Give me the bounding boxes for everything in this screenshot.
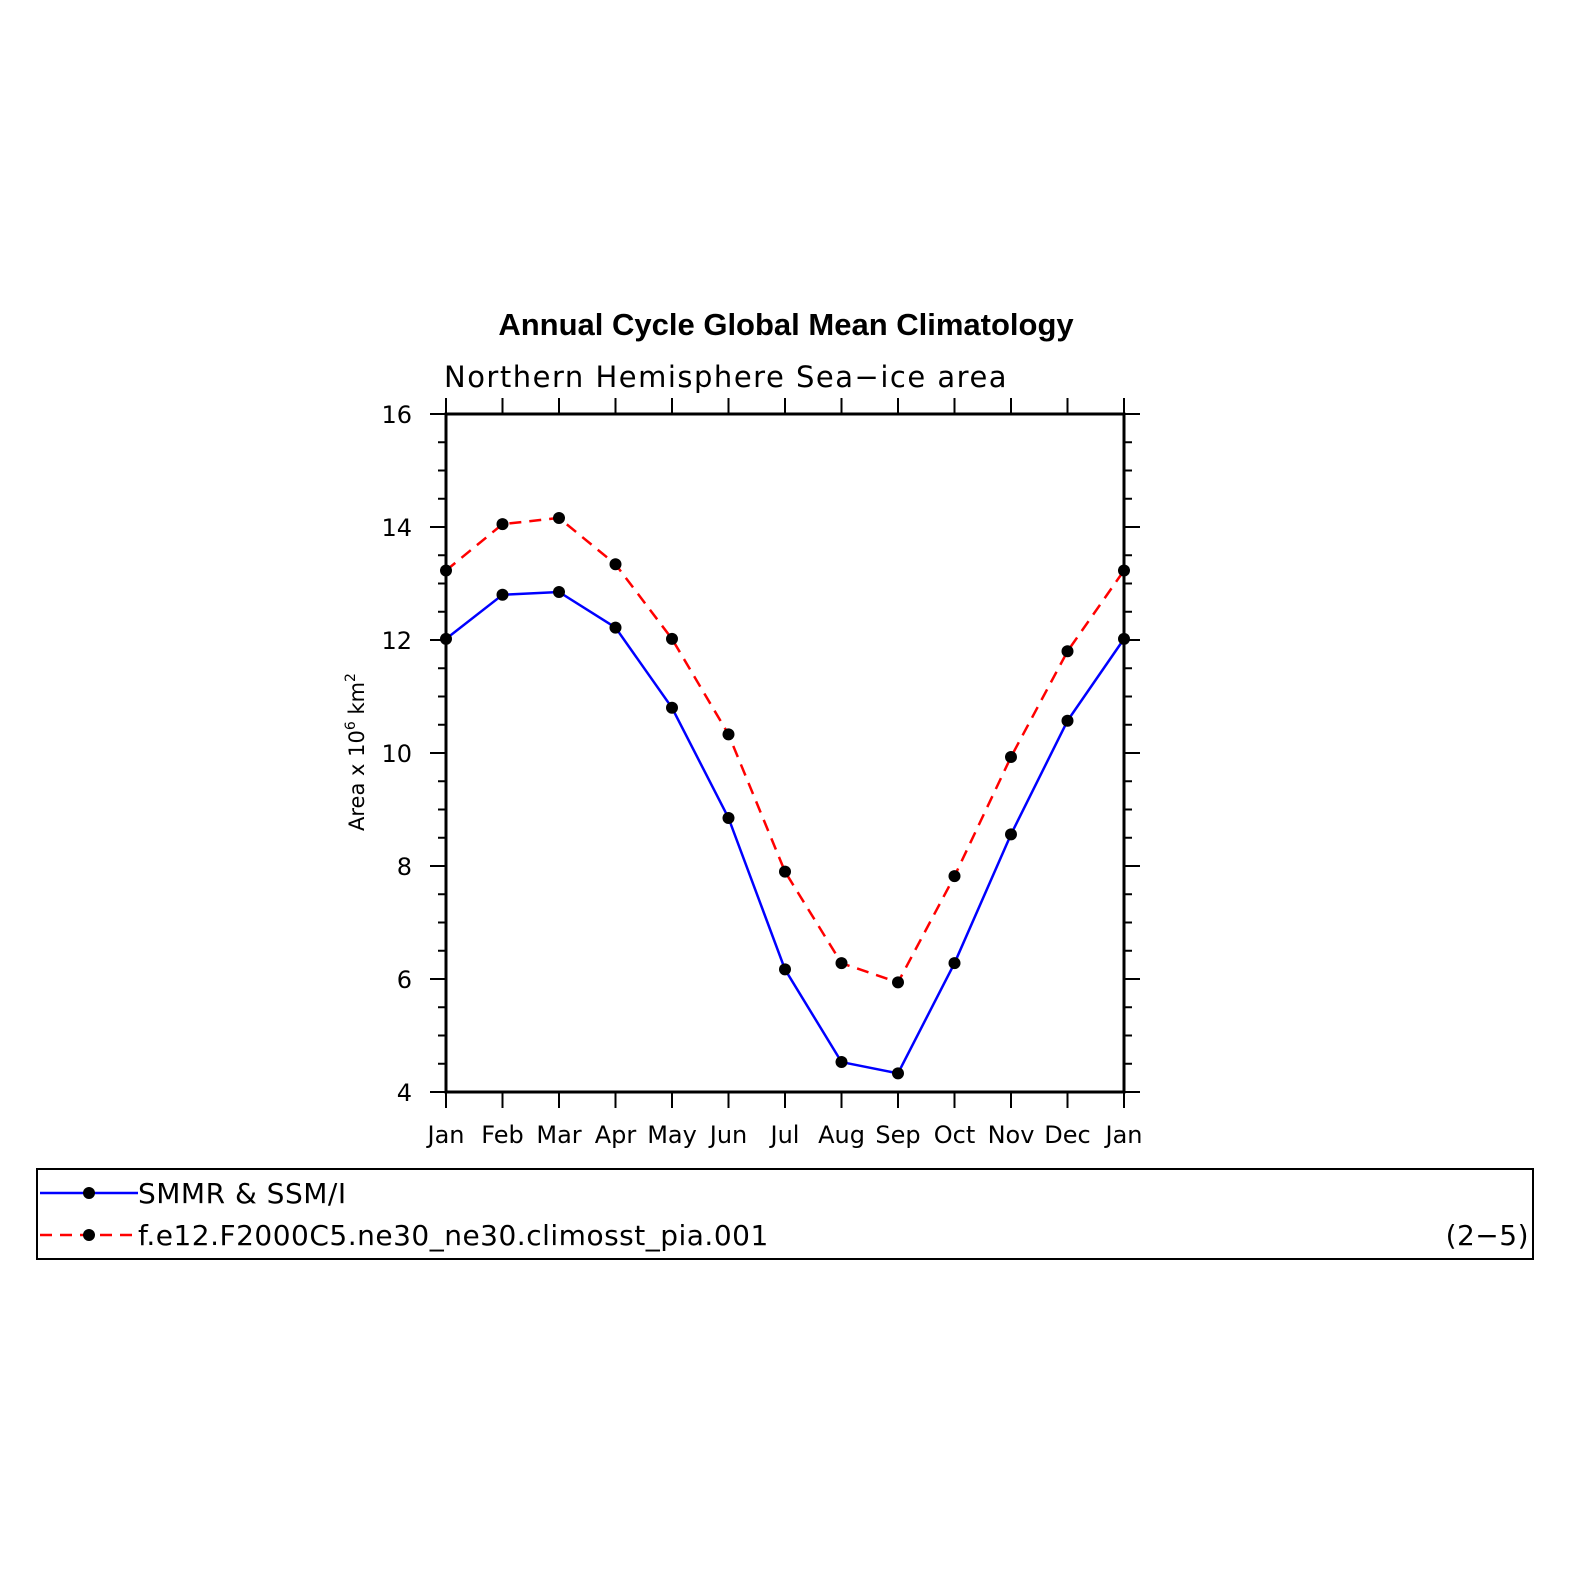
series-1-point: [609, 558, 622, 571]
series-1-point: [835, 957, 848, 970]
x-tick-label: Sep: [875, 1121, 920, 1149]
legend-entry-model: f.e12.F2000C5.ne30_ne30.climosst_pia.001: [40, 1219, 769, 1252]
series-0-point: [1005, 828, 1017, 841]
series-0-point: [1061, 714, 1074, 727]
series-0-point: [609, 621, 622, 634]
series-1-point: [948, 870, 961, 883]
series-0-point: [496, 588, 509, 601]
legend-note: (2−5): [1446, 1219, 1529, 1252]
x-tick-label: Oct: [934, 1121, 976, 1149]
y-tick-label: 14: [381, 514, 412, 542]
legend-marker-model: [83, 1229, 95, 1241]
chart-subtitle: Northern Hemisphere Sea−ice area: [444, 360, 1008, 394]
legend-box: [36, 1168, 1534, 1260]
series-line-0: [445, 590, 1126, 1075]
x-tick-label: Mar: [536, 1121, 581, 1149]
series-layer: [440, 511, 1130, 1080]
y-tick-label: 6: [397, 966, 412, 994]
series-1-point: [1061, 645, 1074, 658]
x-tick-label: Apr: [595, 1121, 637, 1149]
legend-entry-obs: SMMR & SSM/I: [40, 1177, 347, 1210]
y-tick-label: 4: [397, 1079, 412, 1107]
x-tick-label: Dec: [1044, 1121, 1090, 1149]
series-0-point: [892, 1067, 904, 1080]
series-0-point: [553, 585, 565, 598]
y-tick-label: 16: [381, 401, 412, 429]
x-tick-label: Jul: [769, 1121, 800, 1149]
y-tick-label: 8: [397, 853, 412, 881]
x-tick-label: Nov: [988, 1121, 1035, 1149]
series-1-point: [1118, 564, 1130, 577]
y-tick-label: 10: [381, 740, 412, 768]
series-1-point: [892, 976, 904, 989]
y-tick-label: 12: [381, 627, 412, 655]
series-0-point: [666, 701, 678, 714]
chart-title: Annual Cycle Global Mean Climatology: [498, 307, 1074, 342]
series-1-point: [779, 865, 791, 878]
series-1-point: [666, 632, 678, 645]
x-tick-label: May: [647, 1121, 697, 1149]
series-0-point: [440, 632, 452, 645]
series-0-point: [835, 1056, 848, 1069]
x-tick-label: Aug: [818, 1121, 865, 1149]
x-tick-labels: Jan Feb Mar Apr May Jun Jul Aug Sep Oct Nov Dec Jan: [426, 1121, 1143, 1149]
y-tick-labels: 4 6 8 10 12 14 16: [381, 401, 412, 1107]
series-1-point: [1005, 750, 1017, 763]
legend-label-obs: SMMR & SSM/I: [138, 1177, 347, 1210]
series-0-point: [722, 811, 735, 824]
legend-marker-obs: [83, 1187, 95, 1199]
legend-label-model: f.e12.F2000C5.ne30_ne30.climosst_pia.001: [138, 1219, 769, 1252]
x-tick-label: Jan: [1104, 1121, 1143, 1149]
series-1-point: [553, 511, 565, 524]
series-1-point: [722, 728, 735, 741]
x-tick-label: Jun: [708, 1121, 748, 1149]
y-axis-label: Area x 106 km2: [343, 673, 369, 831]
series-line-1: [445, 516, 1126, 984]
series-1-point: [496, 518, 509, 531]
x-tick-label: Feb: [481, 1121, 524, 1149]
series-0-point: [1118, 632, 1130, 645]
series-1-point: [440, 564, 452, 577]
series-0-point: [948, 957, 961, 970]
axis-ticks: [430, 398, 1140, 1108]
series-0-point: [779, 963, 791, 976]
x-tick-label: Jan: [426, 1121, 465, 1149]
plot-area-frame: [444, 412, 1126, 1094]
